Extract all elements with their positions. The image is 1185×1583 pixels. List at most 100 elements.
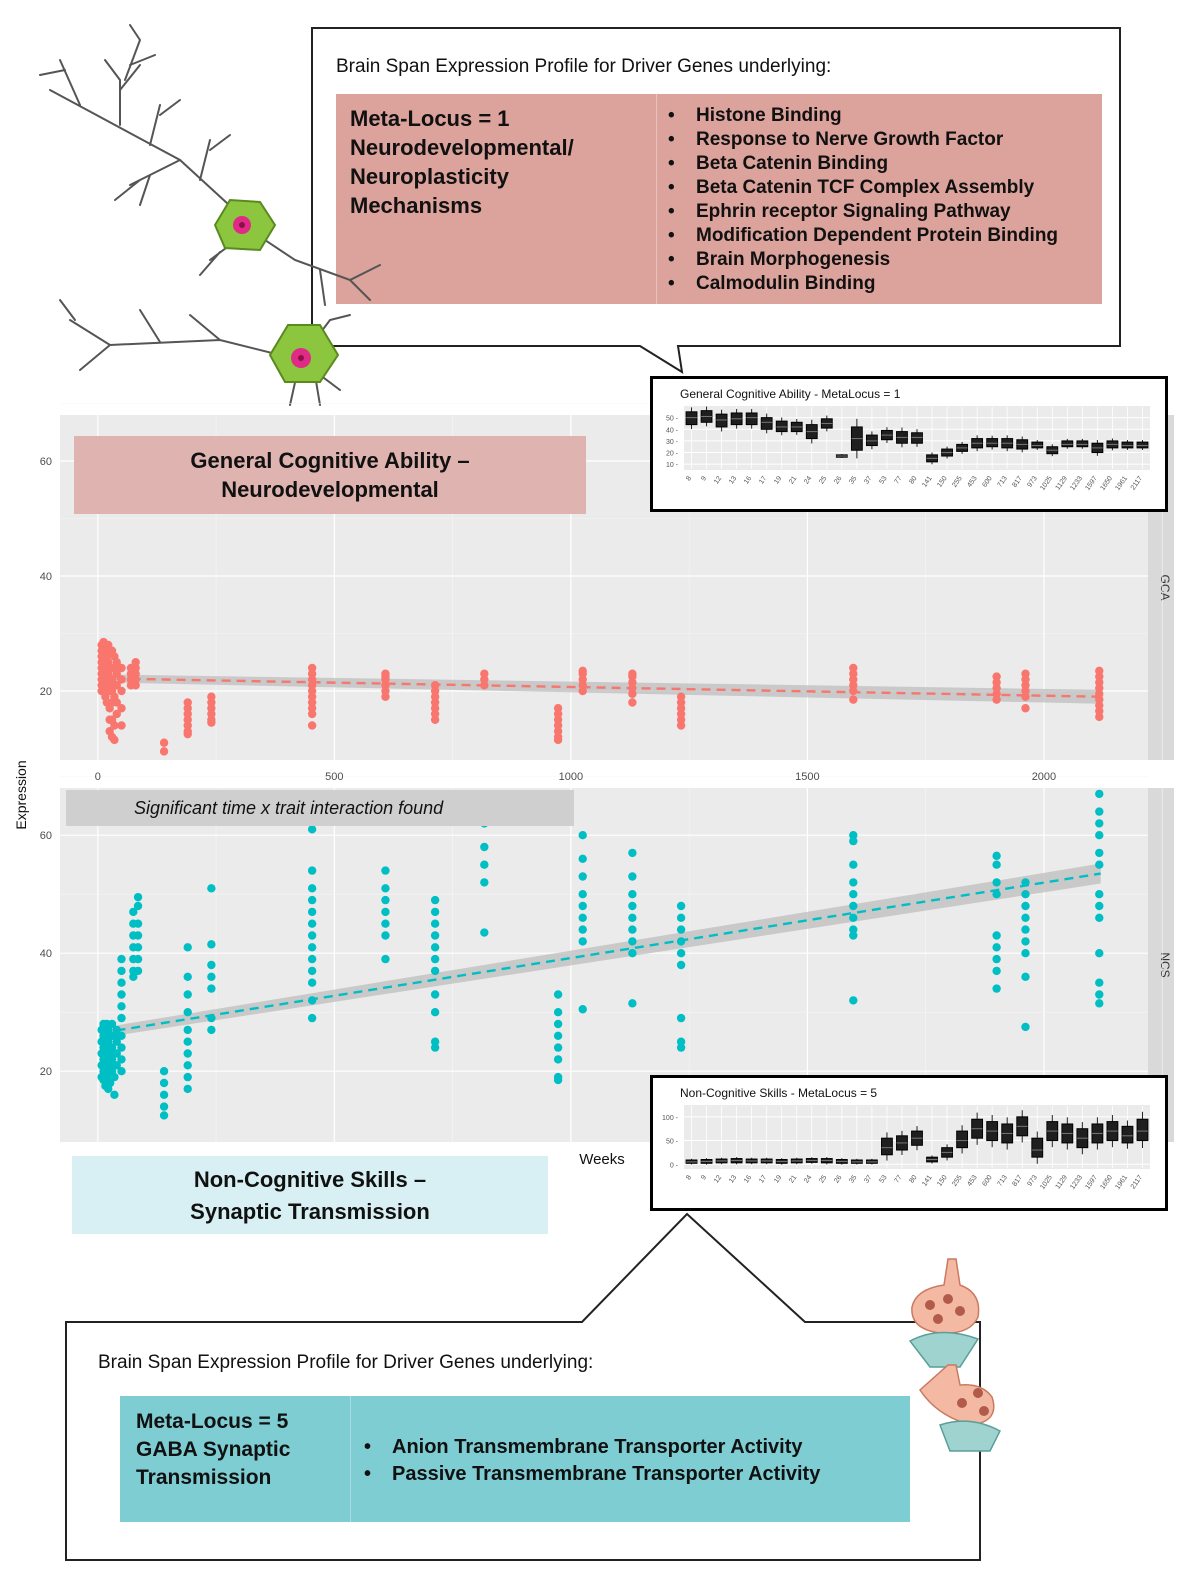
interaction-note: Significant time x trait interaction fou… <box>134 798 444 818</box>
data-point <box>578 831 587 840</box>
data-point <box>992 860 1001 869</box>
facet-strip-label: NCS <box>1158 952 1172 977</box>
data-point <box>1095 712 1104 722</box>
data-point <box>131 663 140 673</box>
data-point <box>849 925 858 934</box>
data-point <box>676 913 686 922</box>
inset-x-tick: 80 <box>908 475 918 485</box>
data-point <box>110 721 119 730</box>
data-point <box>183 1072 192 1082</box>
box-body <box>1121 1125 1134 1144</box>
data-point <box>133 892 143 902</box>
data-point <box>430 1043 440 1052</box>
data-point <box>1021 901 1030 911</box>
data-point <box>117 966 126 976</box>
data-point <box>849 931 858 940</box>
box-body <box>1136 441 1149 449</box>
data-point <box>676 709 686 719</box>
data-point <box>117 721 126 730</box>
data-point <box>133 901 143 911</box>
top-meta-item: Calmodulin Binding <box>666 272 1058 296</box>
data-point <box>430 686 440 696</box>
data-point <box>430 1008 440 1017</box>
data-point <box>1021 937 1030 946</box>
box-body <box>685 411 698 426</box>
data-point <box>553 704 563 713</box>
data-point <box>992 878 1001 887</box>
data-point <box>381 907 390 917</box>
data-point <box>628 678 637 687</box>
data-point <box>110 1072 119 1082</box>
data-point <box>628 848 637 858</box>
data-point <box>480 878 489 887</box>
data-point <box>117 1002 126 1011</box>
data-point <box>1095 949 1104 958</box>
data-point <box>129 907 138 917</box>
inset-y-tick: 40 - <box>666 427 679 434</box>
data-point <box>430 715 440 724</box>
data-point <box>159 1102 169 1111</box>
data-point <box>849 681 858 690</box>
data-point <box>578 669 587 678</box>
data-point <box>992 984 1001 993</box>
data-point <box>207 692 216 701</box>
y-tick-label: 40 <box>40 948 52 960</box>
x-tick-label: 500 <box>325 771 343 783</box>
data-point <box>117 704 126 713</box>
inset-title: Non-Cognitive Skills - MetaLocus = 5 <box>680 1086 877 1100</box>
data-point <box>307 721 317 730</box>
data-point <box>430 1037 440 1046</box>
inset-y-tick: 50 - <box>666 1139 679 1146</box>
data-point <box>133 943 143 952</box>
top-meta-item: Modification Dependent Protein Binding <box>666 224 1058 248</box>
inset-x-tick: 17 <box>758 1174 768 1184</box>
inset-x-tick: 80 <box>908 1174 918 1184</box>
data-point <box>849 901 858 911</box>
gca-title-box: General Cognitive Ability – Neurodevelop… <box>74 436 586 514</box>
data-point <box>553 1019 563 1029</box>
data-point <box>133 931 143 940</box>
data-point <box>628 872 637 881</box>
data-point <box>849 831 858 840</box>
data-point <box>1095 913 1104 922</box>
inset-x-tick: 35 <box>848 475 858 485</box>
box-body <box>1031 441 1044 449</box>
box-body <box>865 434 878 447</box>
inset-x-tick: 24 <box>803 475 813 485</box>
data-point <box>117 1013 126 1023</box>
x-axis-label: Weeks <box>579 1151 625 1168</box>
box-body <box>1136 1118 1149 1142</box>
data-point <box>430 919 440 928</box>
data-point <box>628 999 637 1008</box>
data-point <box>992 943 1001 952</box>
data-point <box>159 1078 169 1088</box>
inset-x-tick: 25 <box>818 475 828 485</box>
data-point <box>117 978 126 987</box>
data-point <box>992 890 1001 899</box>
data-point <box>1095 678 1104 687</box>
data-point <box>307 954 317 964</box>
data-point <box>105 1078 115 1088</box>
top-meta-item: Beta Catenin Binding <box>666 152 1058 176</box>
data-point <box>159 738 169 747</box>
data-point <box>117 1067 126 1076</box>
data-point <box>1021 686 1030 696</box>
data-point <box>1095 848 1104 858</box>
data-point <box>207 718 216 727</box>
trend-line <box>101 677 1101 698</box>
x-tick-label: 1000 <box>559 771 583 783</box>
neuron-illustration <box>39 24 381 406</box>
data-point <box>117 1055 126 1064</box>
ncs-boxplot-inset: Non-Cognitive Skills - MetaLocus = 5 0 - 5… <box>650 1075 1168 1211</box>
data-point <box>1021 692 1030 701</box>
data-point <box>117 1043 126 1052</box>
data-point <box>628 937 637 946</box>
gca-title: General Cognitive Ability – Neurodevelop… <box>190 448 470 502</box>
box-body <box>911 432 923 444</box>
inset-x-tick: 53 <box>878 1174 888 1184</box>
data-point <box>553 727 563 736</box>
top-meta-item: Brain Morphogenesis <box>666 248 1058 272</box>
data-point <box>430 709 440 719</box>
inset-x-tick: 12 <box>713 1174 723 1184</box>
inset-y-tick: 50 - <box>666 416 679 423</box>
